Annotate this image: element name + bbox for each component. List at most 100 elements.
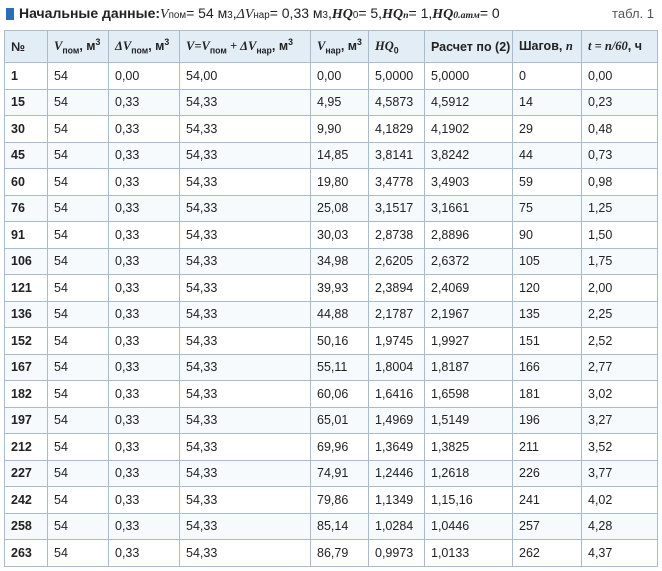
table-cell: 241 [512, 486, 582, 514]
table-cell: 167 [4, 353, 48, 381]
table-row: 91 54 0,33 54,33 30,03 2,8738 2,8896 90 1,50 [4, 221, 658, 249]
table-cell: 2,6205 [368, 247, 425, 275]
table-cell: 257 [512, 512, 582, 540]
table-row: 136 54 0,33 54,33 44,88 2,1787 2,1967 135 2,25 [4, 300, 658, 328]
table-cell: 54 [47, 300, 109, 328]
table-cell: 0,73 [581, 141, 658, 169]
table-cell: 54 [47, 380, 109, 408]
table-cell: 59 [512, 168, 582, 196]
table-cell: 39,93 [310, 274, 369, 302]
text-bold-italic: HQ [382, 7, 404, 22]
table-cell: 262 [512, 539, 582, 567]
table-body: 1 54 0,00 54,00 0,00 5,0000 5,0000 0 0,00 15 54 0,3… [4, 62, 658, 567]
table-cell: 14 [512, 88, 582, 116]
superscript: 3 [357, 36, 362, 47]
column-header: № [4, 30, 48, 63]
table-cell: 197 [4, 406, 48, 434]
table-cell: 0,33 [108, 194, 180, 222]
table-cell: 19,80 [310, 168, 369, 196]
text: № [11, 39, 25, 54]
table-cell: 0,00 [108, 62, 180, 90]
table-cell: 2,6372 [424, 247, 513, 275]
text-bold-italic: HQ [432, 7, 454, 22]
table-cell: 91 [4, 221, 48, 249]
text: = 1, [408, 5, 433, 21]
table-cell: 2,77 [581, 353, 658, 381]
table-cell: 1,2446 [368, 459, 425, 487]
column-header: Vпом, м3 [47, 30, 109, 63]
table-cell: 263 [4, 539, 48, 567]
table-row: 258 54 0,33 54,33 85,14 1,0284 1,0446 257 4,28 [4, 512, 658, 540]
table-cell: 34,98 [310, 247, 369, 275]
table-cell: 3,77 [581, 459, 658, 487]
table-cell: 54,33 [179, 539, 311, 567]
table-cell: 182 [4, 380, 48, 408]
table-cell: 2,1967 [424, 300, 513, 328]
column-header: Шагов, n [512, 30, 582, 63]
text: , [232, 5, 237, 21]
table-cell: 152 [4, 327, 48, 355]
table-cell: 3,4903 [424, 168, 513, 196]
table-cell: 0,33 [108, 168, 180, 196]
table-cell: 4,28 [581, 512, 658, 540]
column-header: HQ0 [368, 30, 425, 63]
table-cell: 54 [47, 115, 109, 143]
table-cell: 226 [512, 459, 582, 487]
table-cell: 1,6416 [368, 380, 425, 408]
table-cell: 54,33 [179, 512, 311, 540]
table-cell: 54,33 [179, 459, 311, 487]
table-cell: 5,0000 [368, 62, 425, 90]
subscript: пом [209, 45, 227, 56]
text-italic: V [54, 39, 63, 53]
table-cell: 3,1517 [368, 194, 425, 222]
table-row: 60 54 0,33 54,33 19,80 3,4778 3,4903 59 0,98 [4, 168, 658, 196]
table-cell: 0,98 [581, 168, 658, 196]
table-cell: 166 [512, 353, 582, 381]
table-cell: 54 [47, 433, 109, 461]
table-cell: 1,0284 [368, 512, 425, 540]
table-row: 15 54 0,33 54,33 4,95 4,5873 4,5912 14 0,23 [4, 88, 658, 116]
text: Расчет по (2) [431, 39, 511, 54]
table-cell: 54 [47, 353, 109, 381]
table-cell: 54,33 [179, 141, 311, 169]
table-cell: 54,33 [179, 327, 311, 355]
table-cell: 54,33 [179, 221, 311, 249]
table-cell: 54 [47, 221, 109, 249]
table-cell: 30,03 [310, 221, 369, 249]
table-cell: 5,0000 [424, 62, 513, 90]
table-cell: 1,1349 [368, 486, 425, 514]
table-cell: 135 [512, 300, 582, 328]
table-cell: 105 [512, 247, 582, 275]
table-cell: 0,33 [108, 512, 180, 540]
table-cell: 181 [512, 380, 582, 408]
table-cell: 2,4069 [424, 274, 513, 302]
text: = 0,33 м [269, 5, 323, 21]
table-row: 76 54 0,33 54,33 25,08 3,1517 3,1661 75 1,25 [4, 194, 658, 222]
table-row: 227 54 0,33 54,33 74,91 1,2446 1,2618 226 3,77 [4, 459, 658, 487]
table-cell: 121 [4, 274, 48, 302]
table-cell: 4,1829 [368, 115, 425, 143]
table-cell: 3,1661 [424, 194, 513, 222]
table-cell: 0,23 [581, 88, 658, 116]
text-bold: Начальные данные: [19, 5, 161, 21]
text: = 54 м [186, 5, 228, 21]
table-cell: 1 [4, 62, 48, 90]
table-cell: 1,50 [581, 221, 658, 249]
table-cell: 3,52 [581, 433, 658, 461]
table-cell: 54,33 [179, 353, 311, 381]
table-cell: 75 [512, 194, 582, 222]
subscript: нар [256, 45, 272, 56]
table-cell: 3,8242 [424, 141, 513, 169]
table-row: 263 54 0,33 54,33 86,79 0,9973 1,0133 262 4,37 [4, 539, 658, 567]
table-cell: 0,33 [108, 406, 180, 434]
table-cell: 4,5873 [368, 88, 425, 116]
table-row: 182 54 0,33 54,33 60,06 1,6416 1,6598 181 3,02 [4, 380, 658, 408]
table-cell: 54,33 [179, 194, 311, 222]
table-cell: 2,00 [581, 274, 658, 302]
table-cell: 0,33 [108, 459, 180, 487]
table-row: 1 54 0,00 54,00 0,00 5,0000 5,0000 0 0,00 [4, 62, 658, 90]
text-italic: n [565, 39, 573, 53]
table-cell: 2,1787 [368, 300, 425, 328]
subscript: 0 [393, 45, 399, 56]
table-row: 121 54 0,33 54,33 39,93 2,3894 2,4069 120 2,00 [4, 274, 658, 302]
